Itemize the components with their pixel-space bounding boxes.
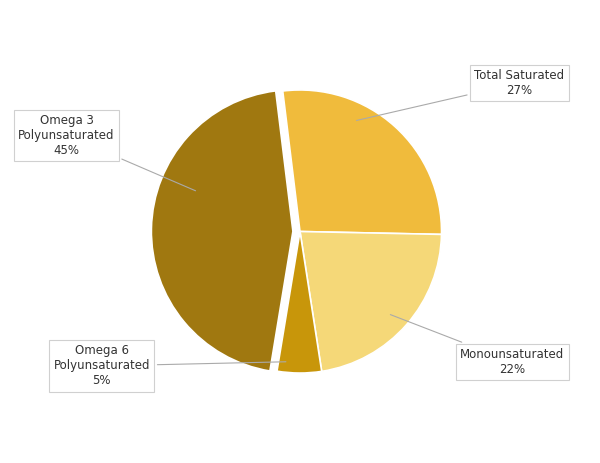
Wedge shape <box>151 91 293 371</box>
Wedge shape <box>283 90 442 234</box>
Wedge shape <box>300 232 442 371</box>
Text: Monounsaturated
22%: Monounsaturated 22% <box>391 314 565 375</box>
Text: Omega 6
Polyunsaturated
5%: Omega 6 Polyunsaturated 5% <box>53 344 286 388</box>
Text: Omega 3
Polyunsaturated
45%: Omega 3 Polyunsaturated 45% <box>18 114 196 191</box>
Text: Total Saturated
27%: Total Saturated 27% <box>356 69 565 120</box>
Wedge shape <box>277 232 322 373</box>
